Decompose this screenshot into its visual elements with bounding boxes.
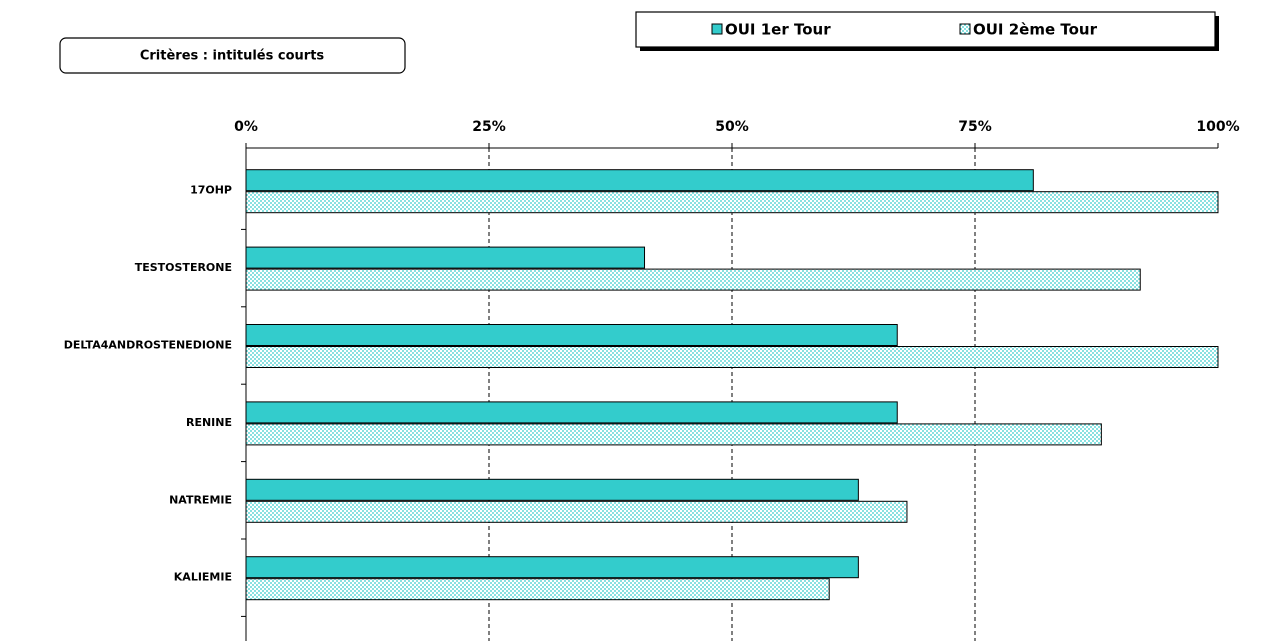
x-tick-label: 0% [234,119,258,135]
bar [245,268,1141,291]
bar [245,346,1219,368]
y-tick-label: RENINE [186,416,232,429]
bar [245,191,1219,214]
legend-box [635,11,1216,48]
chart-title: Critères : intitulés courts [140,49,325,64]
x-tick-label: 100% [1196,119,1239,135]
y-tick-label: NATREMIE [169,493,232,506]
x-tick-label: 25% [472,119,506,135]
bar [245,169,1034,192]
bar [245,246,646,269]
bar [245,401,898,424]
bar [245,556,859,579]
bar [245,423,1102,446]
y-tick-label: TESTOSTERONE [135,261,232,274]
x-tick-label: 75% [958,119,992,135]
title-box [59,37,406,74]
bar [245,500,908,523]
x-tick-label: 50% [715,119,749,135]
legend: OUI 1er Tour OUI 2ème Tour [711,21,1098,39]
bar [245,478,859,501]
bar [245,578,830,601]
legend-swatch [959,23,971,35]
y-tick-label: 17OHP [190,184,232,197]
y-tick-label: DELTA4ANDROSTENEDIONE [64,339,232,352]
bar [245,324,898,346]
y-tick-label: KALIEMIE [174,571,232,584]
legend-label: OUI 1er Tour [725,21,831,39]
legend-label: OUI 2ème Tour [973,21,1098,39]
legend-swatch [711,23,723,35]
